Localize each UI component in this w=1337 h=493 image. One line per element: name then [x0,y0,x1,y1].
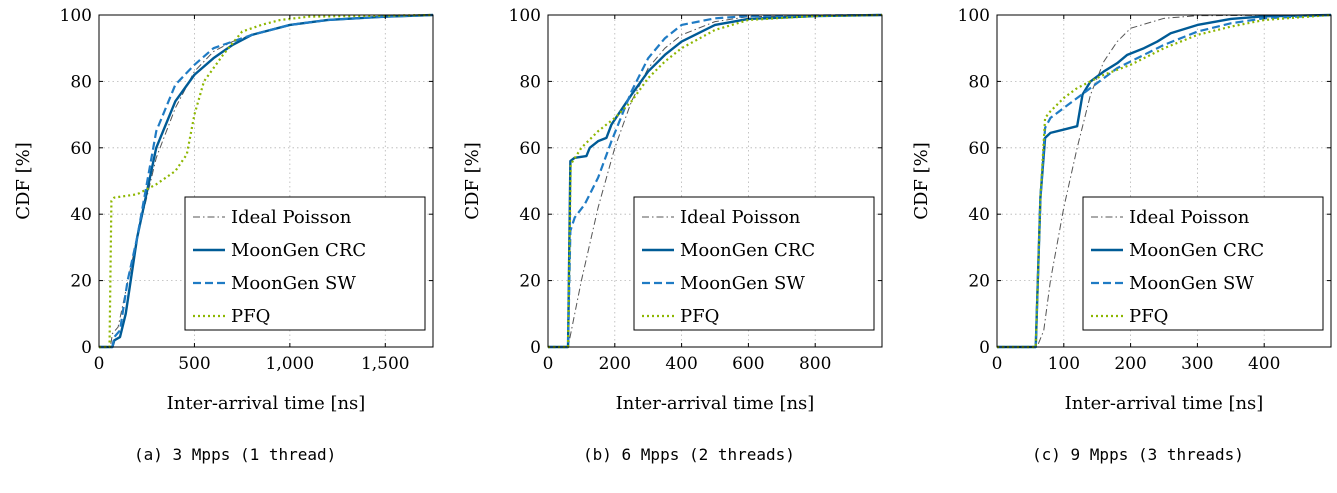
series-line-moongen-sw [997,13,1332,349]
caption-b: (b) 6 Mpps (2 threads) [583,445,795,464]
y-tick-label: 40 [519,205,541,225]
legend-label: MoonGen SW [680,273,805,294]
y-tick-label: 80 [519,72,541,92]
x-axis-label: Inter-arrival time [ns] [1065,393,1264,414]
y-tick-label: 20 [519,272,541,292]
x-tick-label: 200 [1114,354,1146,374]
y-tick-label: 0 [81,338,92,358]
x-tick-label: 600 [732,354,764,374]
y-tick-label: 100 [509,6,541,26]
legend: Ideal Poisson MoonGen CRC MoonGen SW PFQ [633,196,875,331]
y-tick-label: 0 [979,338,990,358]
y-tick-label: 40 [70,205,92,225]
chart-panel-1: 0 200 400 600 800 0 20 40 60 80 100 Inter-arrival t… [462,6,883,414]
series-line-ideal-poisson [997,14,1332,348]
legend-label: PFQ [231,306,270,327]
caption-c: (c) 9 Mpps (3 threads) [1032,445,1244,464]
x-axis-label: Inter-arrival time [ns] [616,393,815,414]
y-tick-label: 60 [519,139,541,159]
y-tick-label: 60 [968,139,990,159]
y-tick-label: 80 [968,72,990,92]
legend-label: Ideal Poisson [1129,207,1250,228]
series-line-moongen-crc [548,13,883,349]
y-tick-label: 20 [968,272,990,292]
x-tick-label: 1,500 [361,354,410,374]
plot-frame [996,14,1332,348]
y-axis-label: CDF [%] [462,142,483,220]
plot-frame [98,14,434,348]
y-axis-label: CDF [%] [911,142,932,220]
y-axis-label: CDF [%] [13,142,34,220]
y-tick-label: 20 [70,272,92,292]
x-tick-label: 500 [178,354,210,374]
series-line-moongen-crc [997,13,1332,349]
y-tick-label: 40 [968,205,990,225]
legend-label: PFQ [1129,306,1168,327]
y-tick-label: 100 [958,6,990,26]
legend-label: MoonGen CRC [1129,240,1264,261]
legend-label: MoonGen CRC [680,240,815,261]
legend: Ideal Poisson MoonGen CRC MoonGen SW PFQ [184,196,426,331]
legend-label: Ideal Poisson [231,207,352,228]
legend-box [633,196,875,331]
chart-panel-2: 0 100 200 300 400 0 20 40 60 80 100 Inter-arrival t… [911,6,1332,414]
chart-panel-0: 0 500 1,000 1,500 0 20 40 60 80 100 Inter-arrival … [13,6,434,414]
x-tick-label: 800 [799,354,831,374]
x-tick-label: 300 [1181,354,1213,374]
x-tick-label: 400 [1248,354,1280,374]
series-line-moongen-sw [548,13,883,349]
x-tick-label: 0 [94,354,105,374]
legend-label: MoonGen SW [1129,273,1254,294]
x-tick-label: 100 [1048,354,1080,374]
x-tick-label: 0 [992,354,1003,374]
series-line-ideal-poisson [548,14,883,348]
legend-label: MoonGen CRC [231,240,366,261]
y-tick-label: 60 [70,139,92,159]
plot-frame [547,14,883,348]
legend: Ideal Poisson MoonGen CRC MoonGen SW PFQ [1082,196,1324,331]
x-tick-label: 0 [543,354,554,374]
x-tick-label: 400 [665,354,697,374]
x-tick-label: 1,000 [266,354,315,374]
legend-box [1082,196,1324,331]
series-line-moongen-sw [99,13,434,349]
series-line-pfq [548,13,883,349]
legend-label: PFQ [680,306,719,327]
y-tick-label: 100 [60,6,92,26]
legend-box [184,196,426,331]
y-tick-label: 0 [530,338,541,358]
y-tick-label: 80 [70,72,92,92]
caption-a: (a) 3 Mpps (1 thread) [134,445,337,464]
series-line-pfq [997,13,1332,349]
x-tick-label: 200 [599,354,631,374]
legend-label: MoonGen SW [231,273,356,294]
x-axis-label: Inter-arrival time [ns] [167,393,366,414]
legend-label: Ideal Poisson [680,207,801,228]
